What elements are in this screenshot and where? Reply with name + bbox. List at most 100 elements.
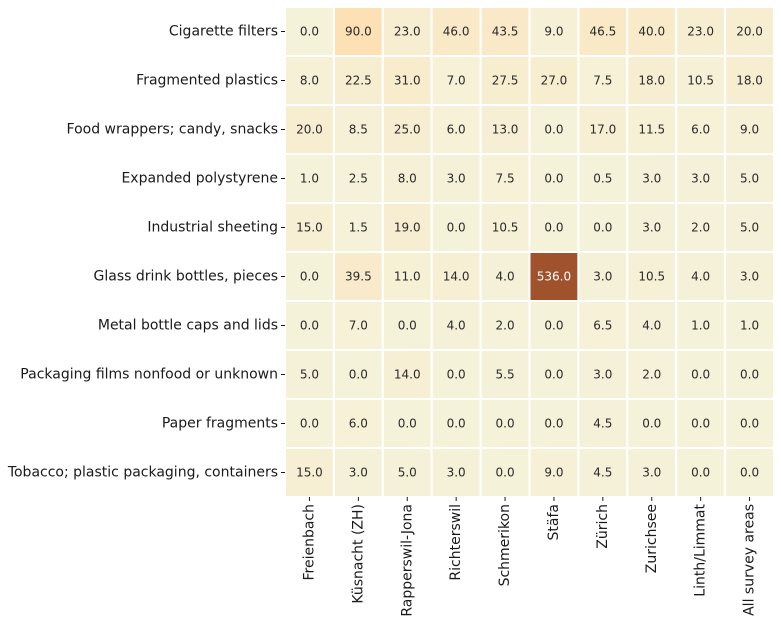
- heatmap-cell-value: 0.0: [544, 172, 563, 186]
- heatmap-cell-value: 15.0: [296, 466, 323, 480]
- heatmap-cell-value: 46.5: [589, 25, 616, 39]
- heatmap-cell-value: 1.5: [349, 221, 368, 235]
- heatmap-cell: [675, 447, 727, 498]
- heatmap-cell-value: 9.0: [740, 123, 759, 137]
- heatmap-cell: [479, 349, 531, 400]
- heatmap-cell-value: 10.5: [492, 221, 519, 235]
- heatmap-cell-value: 0.0: [593, 221, 612, 235]
- heatmap-cell: [430, 300, 482, 351]
- heatmap-cell-value: 1.0: [691, 319, 710, 333]
- heatmap-cell: [528, 153, 580, 204]
- heatmap-cell: [626, 398, 678, 449]
- heatmap-cell-value: 4.0: [642, 319, 661, 333]
- heatmap-cell-value: 0.0: [544, 221, 563, 235]
- heatmap-cell-value: 3.0: [349, 466, 368, 480]
- heatmap-cell-value: 0.0: [691, 368, 710, 382]
- heatmap-cell-value: 7.0: [349, 319, 368, 333]
- heatmap-cell-value: 0.0: [642, 417, 661, 431]
- heatmap-cell: [577, 447, 629, 498]
- heatmap-cell-value: 0.0: [544, 319, 563, 333]
- heatmap-cell: [528, 6, 580, 57]
- heatmap-cell: [626, 447, 678, 498]
- heatmap-cell-value: 0.0: [349, 368, 368, 382]
- heatmap-cell-value: 1.0: [740, 319, 759, 333]
- heatmap-cell: [528, 202, 580, 253]
- heatmap-cell-value: 14.0: [394, 368, 421, 382]
- column-tick-label: Schmerikon: [497, 504, 513, 586]
- heatmap-cell: [479, 251, 531, 302]
- heatmap-cell-value: 43.5: [492, 25, 519, 39]
- row-tick-labels: Cigarette filters Fragmented plastics Food…: [7, 24, 285, 481]
- heatmap-cell: [724, 6, 775, 57]
- heatmap-cell-value: 3.0: [642, 466, 661, 480]
- heatmap-cell: [675, 251, 727, 302]
- heatmap-cell: [675, 398, 727, 449]
- heatmap-cell-value: 4.0: [496, 270, 515, 284]
- column-tick-label: Rapperswil-Jona: [399, 504, 415, 617]
- heatmap-cell-value: 2.0: [642, 368, 661, 382]
- heatmap-cell: [675, 300, 727, 351]
- heatmap-cell-value: 2.0: [691, 221, 710, 235]
- heatmap-cell-value: 40.0: [638, 25, 665, 39]
- heatmap-cell-value: 0.0: [398, 319, 417, 333]
- heatmap-cell: [577, 349, 629, 400]
- heatmap-cell-value: 0.0: [300, 319, 319, 333]
- heatmap-cell-value: 3.0: [447, 172, 466, 186]
- heatmap-cell-value: 6.5: [593, 319, 612, 333]
- heatmap-cell: [724, 349, 775, 400]
- heatmap-cell-value: 0.0: [544, 123, 563, 137]
- heatmap-cell-value: 0.0: [496, 466, 515, 480]
- heatmap-cell: [430, 251, 482, 302]
- heatmap-cell-value: 31.0: [394, 74, 421, 88]
- heatmap-cell-value: 5.5: [496, 368, 515, 382]
- heatmap-cell-value: 4.5: [593, 417, 612, 431]
- heatmap-cell-value: 9.0: [544, 25, 563, 39]
- heatmap-cell-value: 8.5: [349, 123, 368, 137]
- heatmap-cell-value: 7.0: [447, 74, 466, 88]
- heatmap-cell: [724, 300, 775, 351]
- heatmap-cell-value: 0.0: [544, 368, 563, 382]
- heatmap-cell-value: 90.0: [345, 25, 372, 39]
- row-tick-label: Packaging films nonfood or unknown: [20, 367, 278, 383]
- column-tick-label: All survey areas: [742, 504, 758, 616]
- heatmap-cell-value: 4.0: [447, 319, 466, 333]
- heatmap-cell: [381, 251, 433, 302]
- heatmap-cell: [724, 104, 775, 155]
- heatmap-cell-value: 4.0: [691, 270, 710, 284]
- column-tick-label: Richterswil: [448, 504, 464, 581]
- row-tick-label: Tobacco; plastic packaging, containers: [7, 465, 278, 481]
- heatmap-cell-value: 7.5: [496, 172, 515, 186]
- heatmap-cell-value: 9.0: [544, 466, 563, 480]
- heatmap-cell: [479, 398, 531, 449]
- heatmap-cell-value: 3.0: [642, 172, 661, 186]
- heatmap-cell-value: 18.0: [638, 74, 665, 88]
- heatmap-cell-labels: 0.0 90.0 23.0 46.0 43.5 9.0 46.5 40.0 23.0 20.0 8.…: [296, 25, 763, 480]
- heatmap-cell-value: 17.0: [589, 123, 616, 137]
- heatmap-cell: [381, 104, 433, 155]
- row-tick-label: Food wrappers; candy, snacks: [67, 122, 278, 138]
- heatmap-cell-value: 11.5: [638, 123, 665, 137]
- heatmap-cell: [284, 251, 335, 302]
- heatmap-cell-value: 0.0: [398, 417, 417, 431]
- heatmap-cell-value: 18.0: [736, 74, 763, 88]
- column-tick-labels: Freienbach Küsnacht (ZH) Rapperswil-Jona Ri…: [301, 497, 758, 617]
- column-tick-label: Küsnacht (ZH): [350, 504, 366, 604]
- heatmap-cell-value: 3.0: [593, 368, 612, 382]
- heatmap-cell: [626, 202, 678, 253]
- heatmap-cell-value: 8.0: [300, 74, 319, 88]
- heatmap-cell: [528, 55, 580, 106]
- heatmap-cell: [284, 447, 335, 498]
- heatmap-cell-value: 27.0: [541, 74, 568, 88]
- heatmap-cell: [724, 55, 775, 106]
- heatmap-cells: [284, 6, 775, 498]
- heatmap-cell-value: 0.0: [691, 466, 710, 480]
- row-tick-label: Glass drink bottles, pieces: [94, 269, 278, 285]
- heatmap-cell-value: 0.0: [740, 417, 759, 431]
- heatmap-cell-value: 7.5: [593, 74, 612, 88]
- heatmap-cell: [284, 153, 335, 204]
- heatmap-cell: [577, 398, 629, 449]
- column-tick-label: Freienbach: [301, 504, 317, 581]
- row-tick-label: Cigarette filters: [169, 24, 278, 40]
- heatmap-cell: [626, 349, 678, 400]
